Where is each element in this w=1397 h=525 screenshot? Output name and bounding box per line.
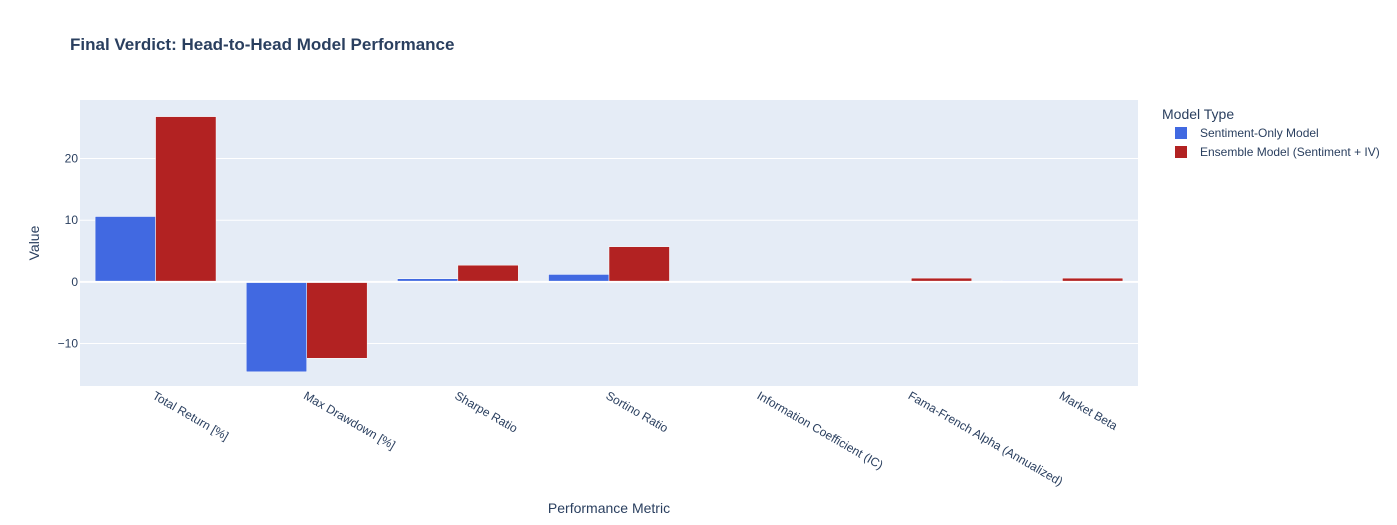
y-axis-ticks: −10 0 10 20 (58, 152, 79, 351)
legend[interactable]: Model Type Sentiment-Only Model Ensemble … (1162, 106, 1380, 159)
x-tick-label: Max Drawdown [%] (301, 388, 398, 452)
legend-label: Ensemble Model (Sentiment + IV) (1200, 145, 1380, 159)
legend-label: Sentiment-Only Model (1200, 126, 1319, 140)
bar-sentiment-only (548, 274, 610, 283)
y-tick-label: 10 (65, 213, 79, 227)
x-tick-label: Information Coefficient (IC) (755, 388, 886, 472)
legend-swatch (1175, 127, 1187, 139)
x-tick-label: Sharpe Ratio (452, 388, 520, 435)
bar-ensemble (608, 246, 670, 283)
x-tick-label: Fama-French Alpha (Annualized) (906, 388, 1066, 488)
y-tick-label: 20 (65, 152, 79, 166)
bar-ensemble (457, 264, 519, 283)
x-axis-title: Performance Metric (548, 500, 670, 516)
bar-sentiment-only (246, 281, 307, 373)
y-tick-label: −10 (58, 336, 79, 350)
bar-ensemble (306, 281, 368, 359)
x-tick-label: Sortino Ratio (604, 388, 671, 435)
legend-title: Model Type (1162, 106, 1234, 122)
x-tick-label: Total Return [%] (150, 388, 231, 443)
y-axis-title: Value (26, 225, 42, 260)
y-tick-label: 0 (71, 275, 78, 289)
bar-sentiment-only (94, 216, 156, 283)
x-tick-label: Market Beta (1057, 388, 1120, 433)
bar-ensemble (155, 116, 217, 283)
legend-swatch (1175, 146, 1187, 158)
bars-group (94, 116, 1124, 373)
x-axis-ticks: Total Return [%] Max Drawdown [%] Sharpe R… (150, 388, 1120, 488)
chart-title: Final Verdict: Head-to-Head Model Perfor… (70, 35, 454, 54)
